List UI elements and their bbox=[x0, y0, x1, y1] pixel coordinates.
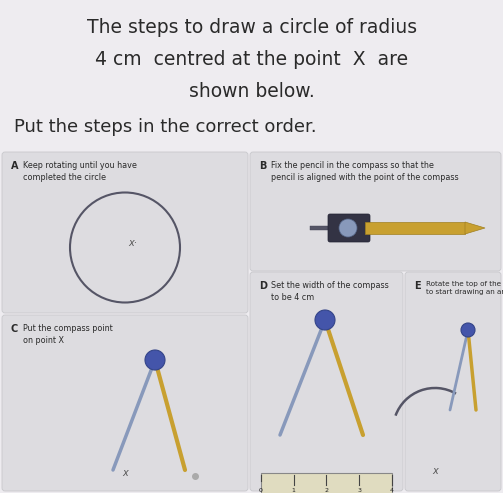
FancyBboxPatch shape bbox=[2, 315, 248, 491]
Polygon shape bbox=[465, 222, 485, 234]
FancyBboxPatch shape bbox=[365, 222, 465, 234]
Text: x: x bbox=[432, 466, 438, 476]
Text: shown below.: shown below. bbox=[189, 82, 315, 101]
FancyBboxPatch shape bbox=[261, 473, 392, 493]
FancyBboxPatch shape bbox=[250, 152, 501, 271]
FancyBboxPatch shape bbox=[310, 226, 332, 230]
Circle shape bbox=[339, 219, 357, 237]
Text: A: A bbox=[11, 161, 19, 171]
Text: E: E bbox=[414, 281, 421, 291]
Text: 1: 1 bbox=[292, 488, 296, 493]
Text: 3: 3 bbox=[357, 488, 361, 493]
Text: Set the width of the compass
to be 4 cm: Set the width of the compass to be 4 cm bbox=[271, 281, 389, 302]
Text: B: B bbox=[259, 161, 267, 171]
Text: C: C bbox=[11, 324, 18, 334]
FancyBboxPatch shape bbox=[328, 214, 370, 242]
Text: 2: 2 bbox=[324, 488, 328, 493]
Circle shape bbox=[461, 323, 475, 337]
Text: Put the steps in the correct order.: Put the steps in the correct order. bbox=[14, 118, 316, 136]
Text: Put the compass point
on point X: Put the compass point on point X bbox=[23, 324, 113, 345]
Text: Rotate the top of the compass
to start drawing an arc: Rotate the top of the compass to start d… bbox=[426, 281, 503, 295]
Circle shape bbox=[315, 310, 335, 330]
FancyBboxPatch shape bbox=[2, 152, 248, 313]
Text: x: x bbox=[122, 468, 128, 478]
Text: 4: 4 bbox=[390, 488, 394, 493]
Text: 4 cm  centred at the point  X  are: 4 cm centred at the point X are bbox=[96, 50, 408, 69]
FancyBboxPatch shape bbox=[250, 272, 403, 491]
Text: Fix the pencil in the compass so that the
pencil is aligned with the point of th: Fix the pencil in the compass so that th… bbox=[271, 161, 459, 182]
Text: 0: 0 bbox=[259, 488, 263, 493]
Text: x·: x· bbox=[129, 238, 137, 247]
Text: Keep rotating until you have
completed the circle: Keep rotating until you have completed t… bbox=[23, 161, 137, 182]
Circle shape bbox=[145, 350, 165, 370]
Text: D: D bbox=[259, 281, 267, 291]
FancyBboxPatch shape bbox=[405, 272, 501, 491]
Text: The steps to draw a circle of radius: The steps to draw a circle of radius bbox=[87, 18, 417, 37]
